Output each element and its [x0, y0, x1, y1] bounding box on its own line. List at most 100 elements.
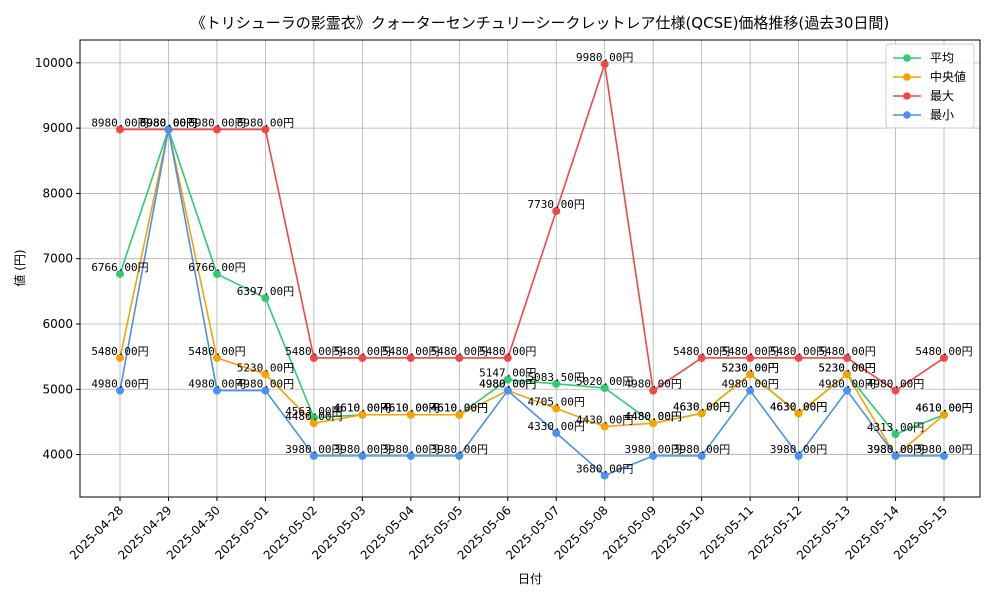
data-point [212, 269, 221, 278]
data-label: 5480.00円 [770, 345, 827, 358]
series-line [119, 129, 944, 477]
data-point [746, 370, 755, 379]
chart-title: 《トリシューラの影霊衣》クォーターセンチュリーシークレットレア仕様(QCSE)価… [191, 14, 889, 32]
legend-marker-average [903, 54, 911, 62]
data-point [891, 451, 900, 460]
legend-box [885, 43, 975, 129]
y-tick-label: 4000 [42, 448, 73, 462]
data-point [600, 471, 609, 480]
y-tick-label: 8000 [42, 186, 73, 200]
data-label: 4980.00円 [867, 378, 924, 391]
data-point [503, 386, 512, 395]
data-point [261, 125, 270, 134]
data-label: 5230.00円 [721, 361, 778, 374]
data-label: 3980.00円 [867, 443, 924, 456]
data-point [649, 419, 658, 428]
data-point [552, 379, 561, 388]
data-label: 5147.00円 [479, 367, 536, 380]
data-point [455, 353, 464, 362]
data-point [552, 207, 561, 216]
data-label: 4610.00円 [431, 402, 488, 415]
data-point [503, 353, 512, 362]
data-label: 4980.00円 [479, 378, 536, 391]
data-label: 3980.00円 [334, 443, 391, 456]
data-label: 5480.00円 [818, 345, 875, 358]
data-label: 3980.00円 [431, 443, 488, 456]
y-tick-label: 6000 [42, 317, 73, 331]
data-label: 5480.00円 [721, 345, 778, 358]
data-label: 4980.00円 [624, 378, 681, 391]
data-label: 5230.00円 [237, 361, 294, 374]
data-point [843, 370, 852, 379]
data-point [891, 430, 900, 439]
data-point [261, 294, 270, 303]
data-label: 5480.00円 [285, 345, 342, 358]
legend-entry-median: 中央値 [893, 69, 966, 84]
data-point [697, 409, 706, 418]
series-line [120, 63, 945, 392]
data-point [794, 409, 803, 418]
data-label: 8980.00円 [237, 116, 294, 129]
data-label: 8980.00円 [140, 116, 197, 129]
data-label: 4980.00円 [237, 378, 294, 391]
data-point [649, 451, 658, 460]
data-point [309, 451, 318, 460]
y-tick-label: 7000 [42, 252, 73, 266]
data-point [212, 386, 221, 395]
data-point [116, 269, 124, 278]
data-point [212, 125, 221, 134]
data-point [406, 410, 415, 419]
data-label: 3980.00円 [285, 443, 342, 456]
data-point [503, 375, 512, 384]
data-point [600, 60, 609, 69]
legend: 平均 中央値 最大 最小 [885, 43, 975, 129]
data-label: 3980.00円 [770, 443, 827, 456]
data-point [358, 410, 367, 419]
legend-label-max: 最大 [930, 89, 954, 103]
x-axis-label: 日付 [518, 572, 542, 586]
data-point [455, 410, 464, 419]
data-point [600, 383, 609, 392]
data-label: 3980.00円 [382, 443, 439, 456]
data-point [600, 422, 609, 431]
data-point [116, 386, 124, 395]
data-point [552, 429, 561, 438]
data-point [261, 386, 270, 395]
data-label: 5480.00円 [91, 345, 148, 358]
legend-entry-average: 平均 [893, 51, 954, 65]
data-label: 8980.00円 [188, 116, 245, 129]
data-point [794, 451, 803, 460]
data-point [212, 353, 221, 362]
x-axis-ticks: 2025-04-282025-04-292025-04-302025-05-01… [67, 497, 950, 562]
y-tick-label: 10000 [35, 56, 73, 70]
data-point [406, 353, 415, 362]
legend-marker-min [903, 111, 911, 119]
data-label: 4630.00円 [673, 400, 730, 413]
data-label: 5020.00円 [576, 375, 633, 388]
data-label: 5480.00円 [673, 345, 730, 358]
data-point [649, 386, 658, 395]
legend-label-median: 中央値 [930, 69, 966, 84]
data-point [746, 353, 755, 362]
data-label: 5480.00円 [188, 345, 245, 358]
data-label: 5230.00円 [818, 361, 875, 374]
data-label: 4610.00円 [334, 402, 391, 415]
data-label: 4610.00円 [382, 402, 439, 415]
data-label: 8980.00円 [140, 116, 197, 129]
data-point [406, 451, 415, 460]
data-label: 4980.00円 [721, 378, 778, 391]
data-point [309, 419, 318, 428]
data-label: 4630.00円 [770, 400, 827, 413]
data-point [697, 451, 706, 460]
data-label: 4630.00円 [770, 400, 827, 413]
data-label: 4430.00円 [576, 413, 633, 426]
series-lines [116, 60, 948, 480]
legend-marker-max [903, 92, 911, 100]
data-label: 4610.00円 [382, 402, 439, 415]
data-label: 8980.00円 [140, 116, 197, 129]
data-labels: 6766.00円 8980.00円 6766.00円 6397.00円 4563.00円… [91, 51, 972, 475]
data-label: 8980.00円 [140, 116, 197, 129]
y-axis-label: 値 (円) [12, 249, 27, 286]
data-point [940, 353, 948, 362]
